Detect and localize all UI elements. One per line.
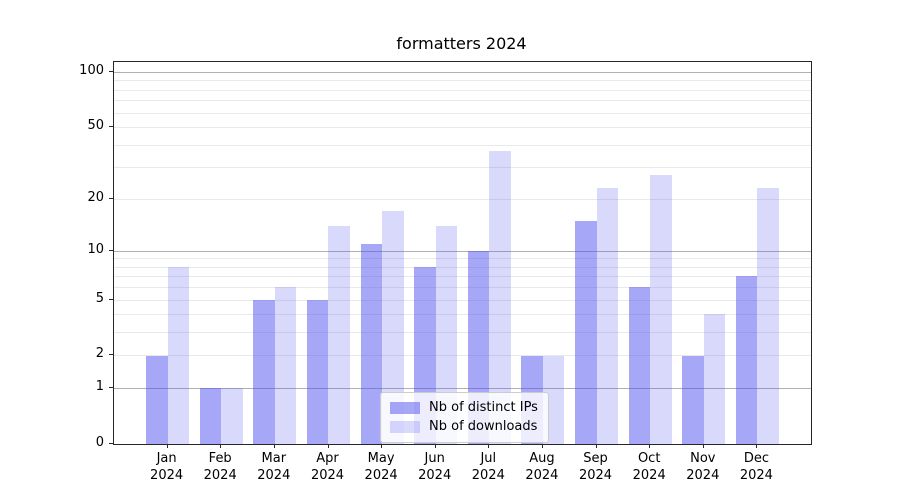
legend: Nb of distinct IPs Nb of downloads: [380, 392, 549, 443]
y-tick-label-100: 100: [79, 63, 104, 78]
y-tick-mark-100: [109, 71, 113, 72]
bar-nb-of-distinct-ips-mar: [253, 299, 275, 444]
x-tick-label-apr: Apr 2024: [310, 451, 345, 483]
legend-entry-distinct-ips: Nb of distinct IPs: [390, 398, 538, 417]
legend-label-distinct-ips: Nb of distinct IPs: [429, 400, 538, 415]
gridline-6: [114, 287, 811, 288]
x-tick-mark-jun: [434, 444, 436, 448]
x-tick-label-feb: Feb 2024: [203, 451, 237, 483]
bar-nb-of-distinct-ips-oct: [628, 287, 651, 444]
plot-area: Nb of distinct IPs Nb of downloads: [113, 61, 812, 445]
y-tick-mark-0: [109, 443, 113, 444]
gridline-80: [114, 90, 811, 91]
x-tick-mark-feb: [220, 444, 222, 448]
x-tick-label-may: May 2024: [364, 451, 398, 483]
y-tick-label-0: 0: [95, 435, 104, 450]
x-tick-mark-oct: [649, 444, 651, 448]
y-tick-mark-20: [109, 198, 113, 199]
gridline-50: [114, 127, 811, 128]
y-tick-label-20: 20: [87, 190, 104, 205]
x-tick-mark-nov: [702, 444, 704, 448]
y-tick-label-50: 50: [87, 118, 104, 133]
gridline-7: [114, 276, 811, 277]
bar-nb-of-downloads-jan: [167, 266, 190, 444]
gridline-100: [114, 72, 811, 73]
legend-swatch-downloads: [390, 420, 420, 433]
x-tick-label-sep: Sep 2024: [578, 451, 613, 483]
legend-entry-downloads: Nb of downloads: [390, 417, 538, 436]
x-tick-mark-aug: [541, 444, 543, 448]
legend-label-downloads: Nb of downloads: [429, 419, 538, 434]
x-tick-mark-mar: [273, 444, 275, 448]
y-tick-label-5: 5: [95, 291, 104, 306]
gridline-1: [114, 388, 811, 389]
chart-title: formatters 2024: [396, 34, 527, 53]
y-tick-mark-1: [109, 387, 113, 388]
bar-nb-of-distinct-ips-dec: [735, 276, 758, 444]
gridline-5: [114, 300, 811, 301]
x-tick-label-mar: Mar 2024: [257, 451, 291, 483]
x-tick-label-jun: Jun 2024: [418, 451, 452, 483]
y-tick-mark-10: [109, 250, 113, 251]
bar-nb-of-distinct-ips-sep: [575, 220, 597, 444]
bar-nb-of-downloads-jul: [489, 150, 511, 444]
bar-nb-of-downloads-nov: [703, 314, 726, 444]
gridline-2: [114, 355, 811, 356]
bar-nb-of-downloads-jun: [435, 225, 458, 444]
gridline-30: [114, 167, 811, 168]
gridline-9: [114, 258, 811, 259]
y-tick-label-2: 2: [95, 346, 104, 361]
x-tick-label-dec: Dec 2024: [739, 451, 773, 483]
gridline-4: [114, 314, 811, 315]
gridline-70: [114, 100, 811, 101]
bar-nb-of-downloads-apr: [328, 225, 350, 444]
x-tick-mark-dec: [756, 444, 758, 448]
gridline-3: [114, 332, 811, 333]
x-tick-label-nov: Nov 2024: [686, 451, 720, 483]
bar-nb-of-distinct-ips-feb: [199, 388, 222, 444]
x-tick-mark-jul: [488, 444, 490, 448]
bar-nb-of-downloads-oct: [650, 175, 672, 444]
y-tick-label-1: 1: [95, 379, 104, 394]
x-tick-mark-apr: [327, 444, 329, 448]
x-tick-label-jul: Jul 2024: [471, 451, 505, 483]
bar-nb-of-downloads-sep: [596, 187, 619, 444]
bar-nb-of-distinct-ips-jan: [146, 355, 168, 444]
gridline-60: [114, 113, 811, 114]
gridline-40: [114, 145, 811, 146]
y-tick-mark-2: [109, 354, 113, 355]
x-tick-mark-may: [381, 444, 383, 448]
y-tick-mark-5: [109, 299, 113, 300]
gridline-90: [114, 80, 811, 81]
gridline-10: [114, 251, 811, 252]
x-tick-label-jan: Jan 2024: [150, 451, 184, 483]
bar-nb-of-downloads-feb: [221, 388, 243, 444]
x-tick-mark-jan: [166, 444, 168, 448]
bar-nb-of-distinct-ips-may: [360, 243, 383, 444]
legend-swatch-distinct-ips: [390, 401, 420, 414]
x-tick-label-aug: Aug 2024: [525, 451, 559, 483]
gridline-8: [114, 267, 811, 268]
y-tick-mark-50: [109, 126, 113, 127]
bar-nb-of-downloads-dec: [757, 187, 779, 444]
bar-nb-of-distinct-ips-apr: [306, 299, 329, 444]
bar-nb-of-downloads-mar: [274, 287, 297, 444]
x-tick-label-oct: Oct 2024: [632, 451, 666, 483]
bar-nb-of-distinct-ips-nov: [682, 355, 704, 444]
gridline-20: [114, 199, 811, 200]
y-tick-label-10: 10: [87, 242, 104, 257]
x-tick-mark-sep: [595, 444, 597, 448]
bar-nb-of-downloads-may: [382, 211, 404, 444]
